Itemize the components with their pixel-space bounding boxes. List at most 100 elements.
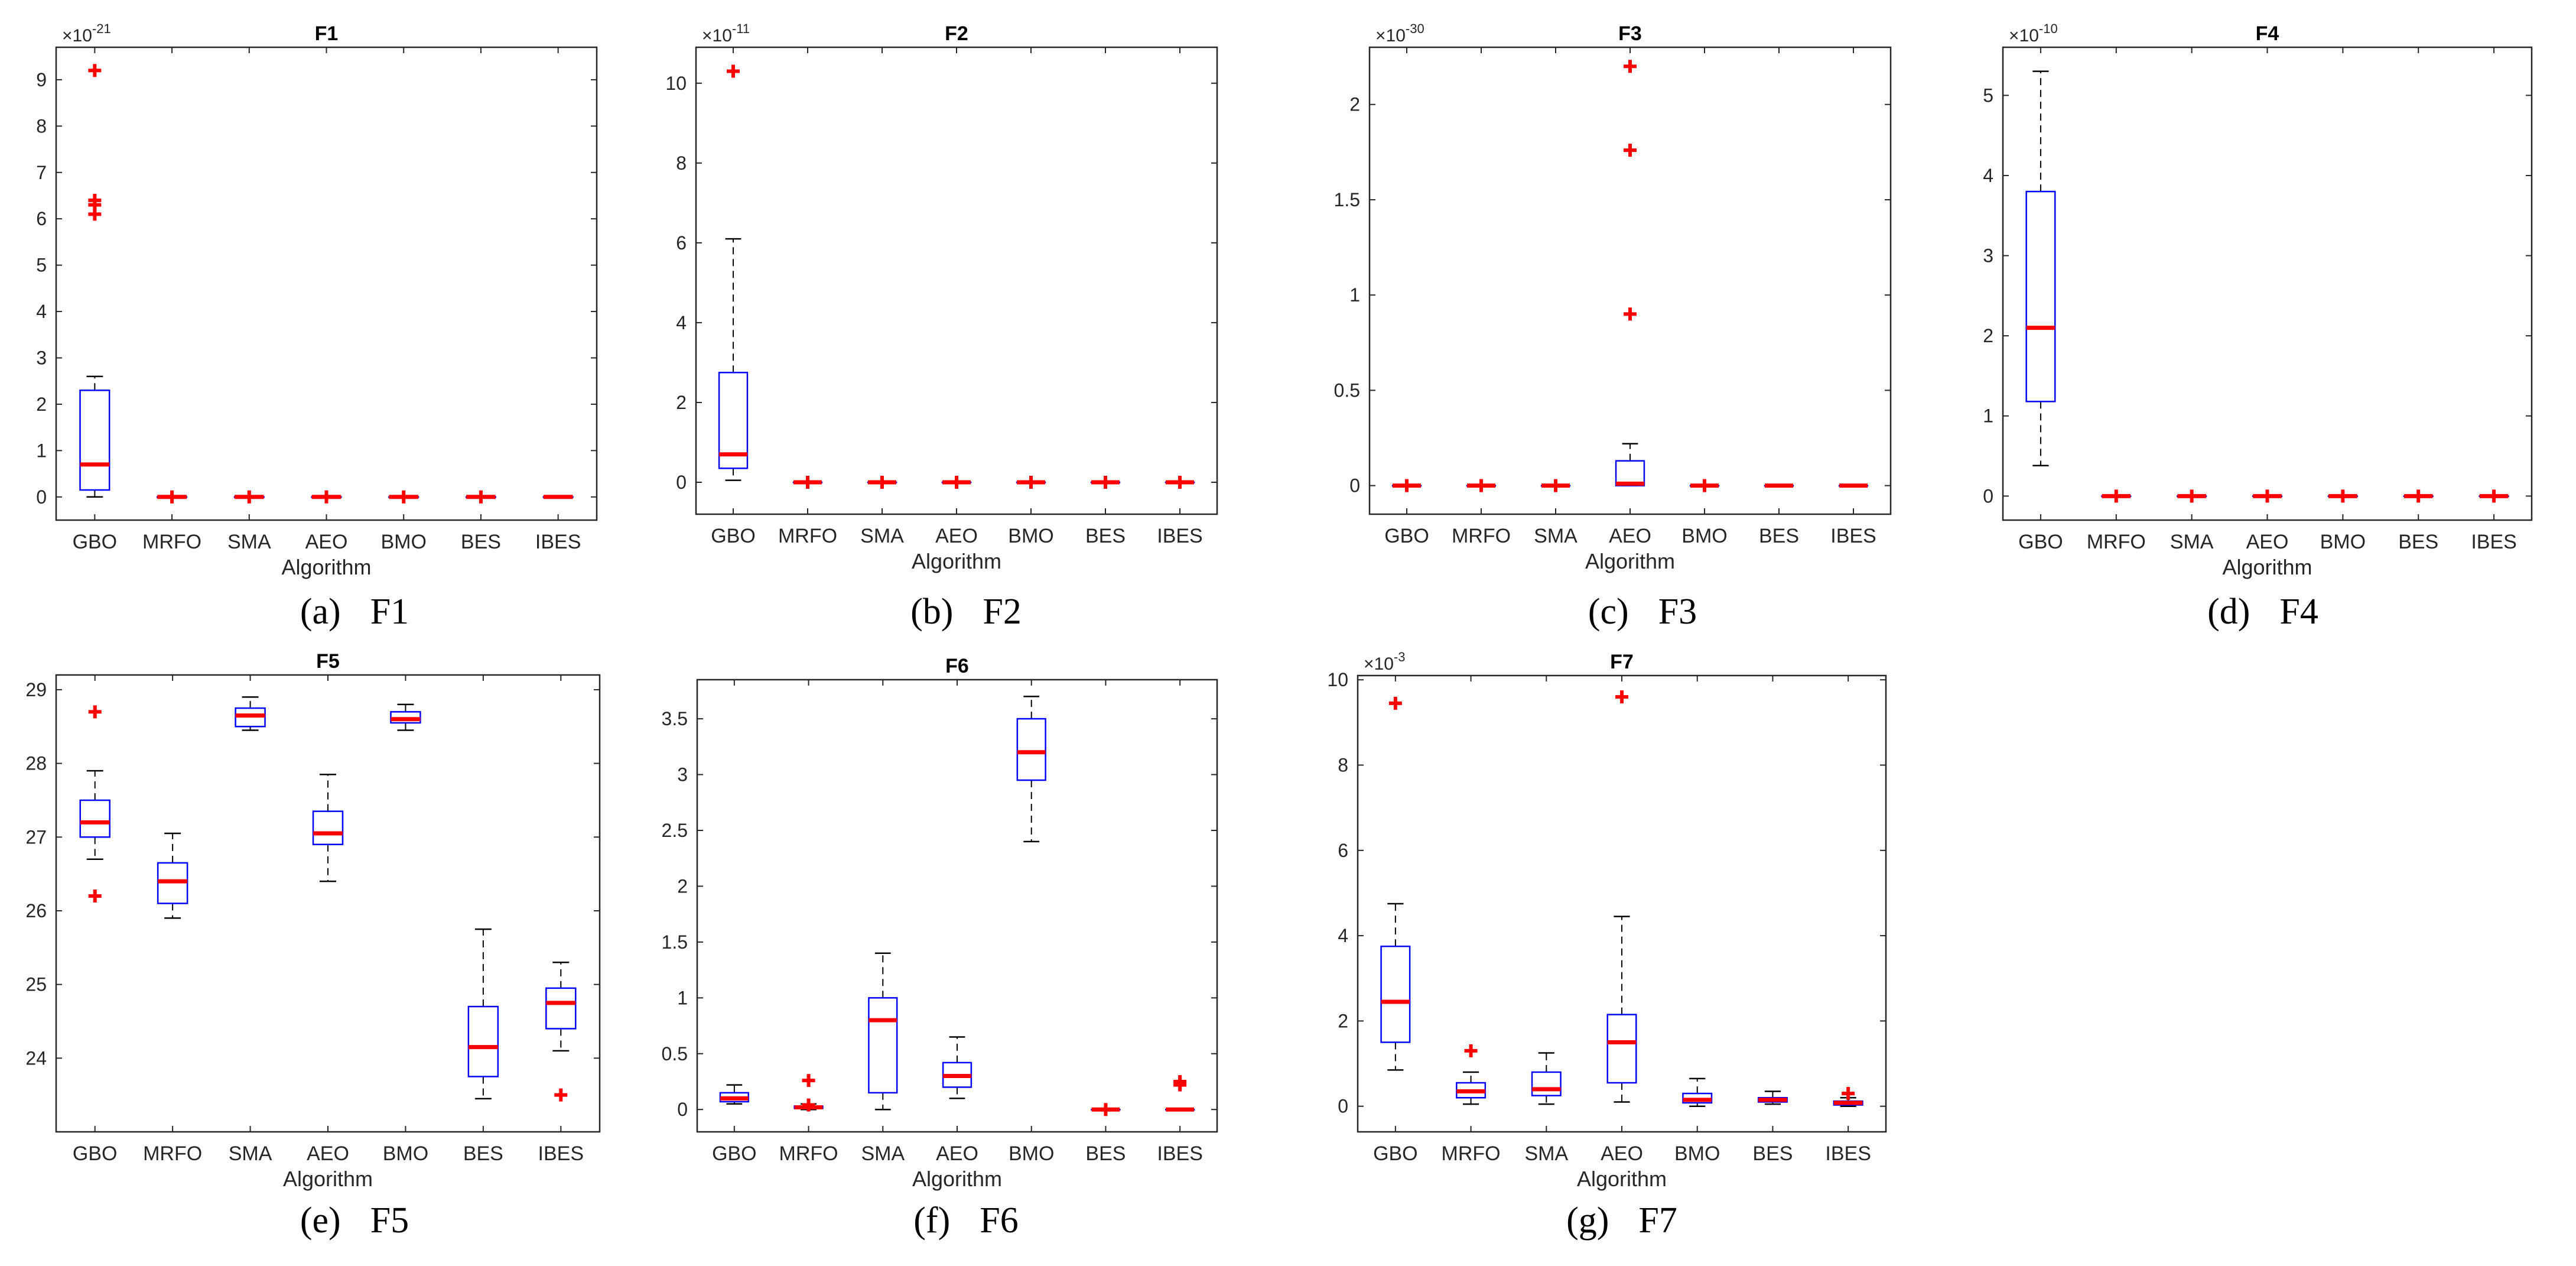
y-tick-label: 6 (1338, 840, 1348, 861)
iqr-box (1380, 945, 1411, 1043)
x-tick-label: SMA (229, 1142, 272, 1165)
outlier-marker (88, 64, 102, 77)
plot-area (696, 679, 1218, 1133)
x-tick-label: GBO (73, 1142, 118, 1165)
y-tick-label: 1 (677, 987, 688, 1008)
box-mrfo (1466, 479, 1497, 492)
chart-title: F5 (316, 650, 340, 673)
box-aeo (942, 1036, 972, 1099)
x-tick-label: AEO (307, 1142, 349, 1165)
y-tick-label: 0.5 (1334, 379, 1360, 401)
y-tick-label: 0 (677, 1099, 688, 1120)
y-tick-label: 27 (25, 826, 47, 848)
box-sma (868, 952, 898, 1111)
box-ibes (2479, 489, 2509, 503)
y-tick-label: 29 (25, 679, 47, 700)
panel-f2: 0 2 4 6 8 10 GBO MRFO SMA AEO BMO BES IBES F2 ×10-11 Al… (665, 21, 1218, 632)
outlier-marker (88, 705, 102, 719)
outlier-marker (1698, 479, 1711, 492)
x-tick-label: GBO (2018, 531, 2063, 553)
box-aeo (1615, 60, 1645, 486)
outlier-marker (242, 490, 256, 504)
y-tick-label: 1 (1983, 405, 1993, 427)
x-tick-label: IBES (1157, 1142, 1202, 1165)
outlier-marker (165, 490, 179, 504)
y-exponent-label: ×10-30 (1375, 21, 1424, 46)
y-tick-label: 6 (676, 232, 687, 254)
iqr-box (545, 987, 577, 1030)
x-tick-label: SMA (860, 525, 904, 547)
plot-area (1357, 674, 1887, 1133)
x-tick-label: BES (1752, 1142, 1793, 1165)
box-aeo (2252, 489, 2283, 503)
y-tick-label: 4 (1983, 165, 1993, 186)
y-tick-label: 6 (36, 208, 47, 229)
iqr-box (79, 389, 110, 491)
x-tick-label: BES (1085, 525, 1126, 547)
x-tick-label: SMA (861, 1142, 905, 1165)
x-tick-label: MRFO (1452, 525, 1511, 547)
x-tick-label: AEO (2246, 531, 2289, 553)
box-bmo (1016, 475, 1046, 489)
y-tick-label: 1 (36, 440, 47, 461)
y-tick-label: 10 (1327, 669, 1348, 690)
y-exponent-label: ×10-11 (702, 21, 750, 46)
y-tick-label: 26 (25, 900, 47, 921)
box-bes (1757, 1090, 1788, 1105)
outlier-marker (1615, 690, 1628, 704)
panel-f3: 0 0.5 1 1.5 2 GBO MRFO SMA AEO BMO BES IBES F3 ×10-30… (1334, 21, 1892, 632)
y-tick-label: 2 (1338, 1010, 1348, 1031)
x-tick-label: SMA (1524, 1142, 1568, 1165)
iqr-box (1606, 1014, 1637, 1084)
x-tick-label: BMO (1009, 1142, 1054, 1165)
x-tick-label: BES (1085, 1142, 1126, 1165)
outlier-marker (802, 1074, 815, 1088)
y-tick-label: 2 (36, 394, 47, 415)
x-tick-label: IBES (535, 531, 581, 553)
x-tick-label: BES (463, 1142, 503, 1165)
box-mrfo (2101, 489, 2132, 503)
y-exponent-label: ×10-3 (1364, 650, 1405, 674)
x-tick-label: MRFO (142, 531, 201, 553)
panel-f1: 0 1 2 3 4 5 6 7 8 9 GBO MRFO SMA AEO BMO BES IBES F1 ×10-2… (36, 21, 598, 632)
outlier-marker (950, 475, 963, 489)
y-tick-label: 1.5 (1334, 189, 1360, 210)
box-gbo (2025, 70, 2056, 467)
iqr-box (467, 1005, 499, 1077)
outlier-marker (554, 1088, 568, 1102)
box-gbo (719, 1084, 749, 1105)
box-gbo (1391, 479, 1422, 492)
x-tick-label: BMO (2320, 531, 2366, 553)
box-ibes (545, 961, 577, 1102)
outlier-marker (2185, 489, 2198, 503)
y-tick-label: 0 (1338, 1096, 1348, 1117)
outlier-marker (1842, 1087, 1855, 1101)
outlier-marker (2487, 489, 2501, 503)
box-ibes (1833, 1087, 1863, 1107)
x-tick-label: AEO (1601, 1142, 1643, 1165)
outlier-marker (727, 64, 740, 78)
y-tick-label: 0 (36, 486, 47, 508)
y-tick-label: 1.5 (662, 931, 688, 953)
plot-area (55, 46, 598, 521)
x-tick-label: BES (1759, 525, 1799, 547)
y-tick-label: 5 (1983, 85, 1993, 106)
x-tick-label: BES (2398, 531, 2438, 553)
x-tick-label: BMO (380, 531, 426, 553)
plot-area (2002, 46, 2533, 521)
x-tick-label: SMA (2170, 531, 2214, 553)
outlier-marker (1400, 479, 1413, 492)
x-tick-label: GBO (1384, 525, 1429, 547)
outlier-marker (2336, 489, 2350, 503)
subfigure-caption: (g) F7 (1566, 1200, 1677, 1241)
y-tick-label: 4 (1338, 925, 1348, 946)
outlier-marker (1173, 1075, 1187, 1088)
x-tick-label: GBO (712, 1142, 757, 1165)
y-tick-label: 0 (1349, 475, 1360, 496)
iqr-box (1016, 718, 1046, 781)
x-tick-label: BMO (1681, 525, 1727, 547)
x-axis-label: Algorithm (912, 1167, 1002, 1191)
box-sma (867, 475, 897, 489)
outlier-marker (1099, 1103, 1113, 1116)
